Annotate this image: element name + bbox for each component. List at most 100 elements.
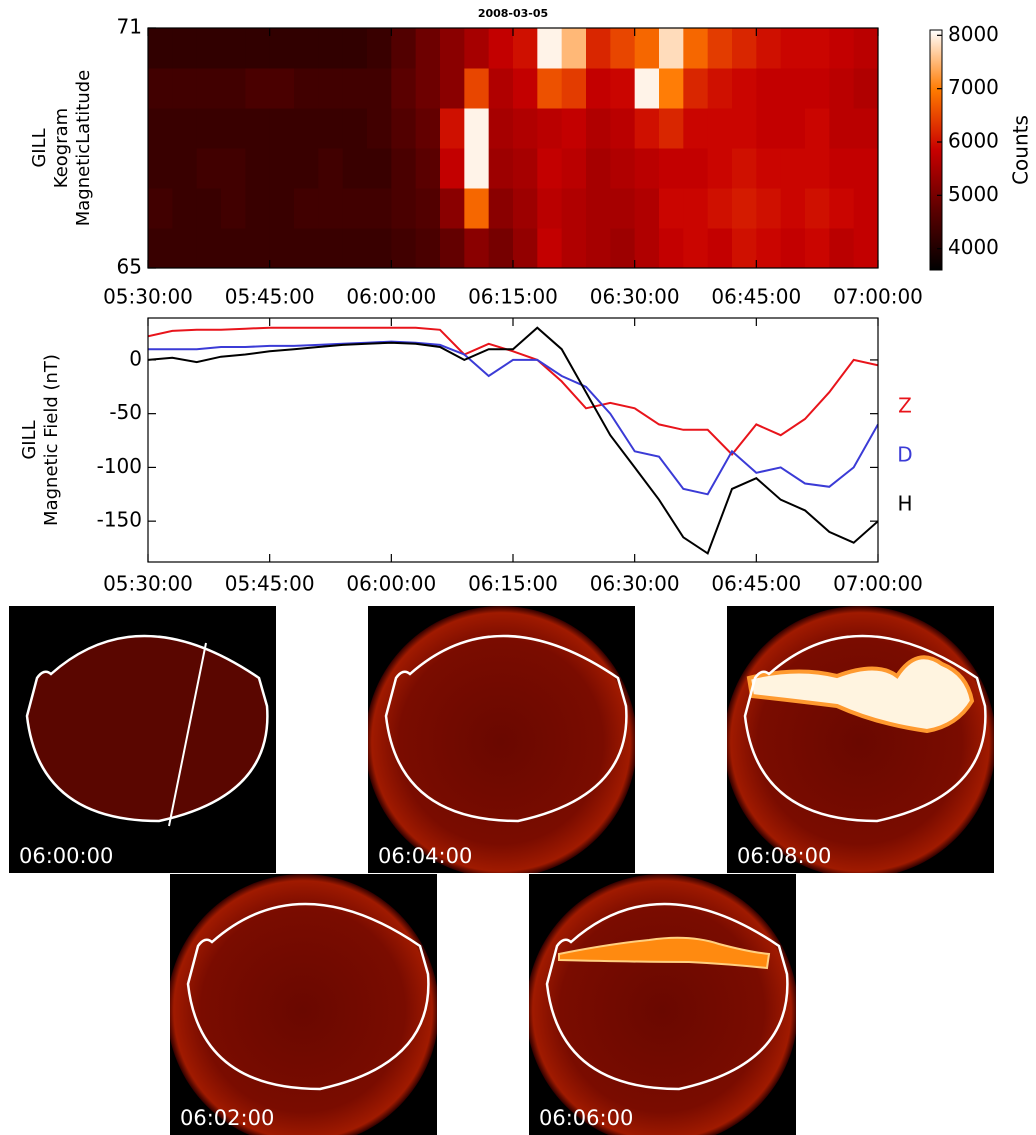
heatmap-cell bbox=[805, 28, 830, 69]
y-axis-label: GILL bbox=[19, 420, 40, 459]
heatmap-cell bbox=[440, 228, 465, 269]
heatmap-cell bbox=[634, 228, 660, 269]
heatmap-cell bbox=[245, 68, 271, 109]
heatmap-cell bbox=[172, 68, 198, 109]
heatmap-cell bbox=[196, 148, 222, 189]
heatmap-cell bbox=[464, 68, 490, 109]
heatmap-cell bbox=[318, 188, 344, 229]
heatmap-cell bbox=[829, 108, 855, 149]
heatmap-cell bbox=[318, 148, 344, 189]
heatmap-cell bbox=[148, 28, 173, 69]
heatmap-cell bbox=[659, 68, 684, 109]
heatmap-cell bbox=[853, 188, 879, 229]
heatmap-cell bbox=[294, 188, 319, 229]
heatmap-cell bbox=[732, 28, 757, 69]
camera-panel: 06:04:00 bbox=[368, 606, 635, 873]
heatmap-cell bbox=[683, 108, 709, 149]
heatmap-cell bbox=[756, 228, 782, 269]
heatmap-cell bbox=[488, 228, 514, 269]
heatmap-cell bbox=[756, 28, 782, 69]
heatmap-cell bbox=[732, 68, 757, 109]
colorbar bbox=[929, 29, 943, 271]
camera-panel: 06:02:00 bbox=[170, 874, 437, 1135]
panel-timestamp: 06:06:00 bbox=[539, 1106, 633, 1130]
sky-disc bbox=[368, 606, 635, 873]
heatmap-cell bbox=[196, 228, 222, 269]
heatmap-cell bbox=[342, 108, 368, 149]
heatmap-cell bbox=[488, 28, 514, 69]
heatmap-cell bbox=[342, 68, 368, 109]
heatmap-cell bbox=[780, 68, 806, 109]
legend-label: Z bbox=[898, 394, 912, 418]
heatmap-cell bbox=[756, 148, 782, 189]
heatmap-cell bbox=[829, 28, 855, 69]
heatmap-cell bbox=[221, 68, 246, 109]
x-tick-label: 07:00:00 bbox=[833, 572, 923, 596]
heatmap-cell bbox=[513, 108, 538, 149]
heatmap-cell bbox=[464, 148, 490, 189]
heatmap-cell bbox=[513, 68, 538, 109]
heatmap-cell bbox=[318, 228, 344, 269]
heatmap-cell bbox=[196, 188, 222, 229]
heatmap-cell bbox=[294, 68, 319, 109]
colorbar-tick-label: 5000 bbox=[948, 182, 999, 206]
camera-panel: 06:06:00 bbox=[529, 874, 796, 1135]
heatmap-cell bbox=[659, 228, 684, 269]
heatmap-cell bbox=[488, 68, 514, 109]
y-axis-label: Keogram bbox=[51, 108, 72, 188]
heatmap-cell bbox=[367, 148, 392, 189]
heatmap-cell bbox=[610, 68, 636, 109]
heatmap-cell bbox=[391, 148, 417, 189]
heatmap-cell bbox=[294, 148, 319, 189]
heatmap-cell bbox=[488, 148, 514, 189]
heatmap-cell bbox=[513, 188, 538, 229]
heatmap-cell bbox=[586, 148, 611, 189]
heatmap-cell bbox=[610, 148, 636, 189]
heatmap-cell bbox=[610, 228, 636, 269]
heatmap-cell bbox=[707, 68, 733, 109]
heatmap-cell bbox=[780, 148, 806, 189]
y-tick-label: -50 bbox=[109, 400, 142, 424]
heatmap-cell bbox=[196, 68, 222, 109]
meridian-line bbox=[168, 642, 207, 827]
heatmap-cell bbox=[805, 68, 830, 109]
heatmap-cell bbox=[148, 108, 173, 149]
heatmap-cell bbox=[342, 148, 368, 189]
heatmap-cell bbox=[367, 68, 392, 109]
heatmap-cell bbox=[805, 188, 830, 229]
colorbar-tick-label: 7000 bbox=[948, 75, 999, 99]
heatmap-cell bbox=[756, 68, 782, 109]
camera-panel: 06:08:00 bbox=[727, 606, 994, 873]
sky-disc bbox=[170, 874, 437, 1135]
x-tick-label: 05:30:00 bbox=[103, 285, 193, 309]
heatmap-cell bbox=[659, 188, 684, 229]
heatmap-cell bbox=[586, 68, 611, 109]
x-tick-label: 05:45:00 bbox=[225, 572, 315, 596]
heatmap-cell bbox=[659, 108, 684, 149]
heatmap-cell bbox=[805, 148, 830, 189]
heatmap-cell bbox=[659, 148, 684, 189]
heatmap-cell bbox=[513, 28, 538, 69]
heatmap-cell bbox=[391, 108, 417, 149]
heatmap-cell bbox=[610, 28, 636, 69]
heatmap-cell bbox=[732, 188, 757, 229]
heatmap-cell bbox=[634, 68, 660, 109]
heatmap-cell bbox=[172, 188, 198, 229]
heatmap-cell bbox=[294, 108, 319, 149]
heatmap-cell bbox=[537, 188, 563, 229]
y-tick-label: -150 bbox=[97, 508, 142, 532]
panel-timestamp: 06:04:00 bbox=[378, 844, 472, 868]
heatmap-cell bbox=[537, 68, 563, 109]
field-of-view-outline bbox=[743, 634, 987, 823]
heatmap-cell bbox=[391, 28, 417, 69]
colorbar-tick-label: 4000 bbox=[948, 235, 999, 259]
heatmap-cell bbox=[561, 28, 587, 69]
heatmap-cell bbox=[391, 68, 417, 109]
heatmap-cell bbox=[756, 188, 782, 229]
y-axis-label: MagneticLatitude bbox=[73, 70, 94, 227]
heatmap-cell bbox=[172, 148, 198, 189]
heatmap-cell bbox=[391, 188, 417, 229]
heatmap-cell bbox=[440, 108, 465, 149]
